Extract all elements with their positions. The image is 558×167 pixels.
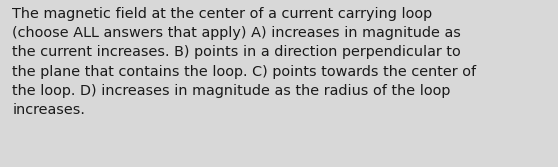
Text: The magnetic field at the center of a current carrying loop
(choose ALL answers : The magnetic field at the center of a cu… xyxy=(12,7,477,117)
